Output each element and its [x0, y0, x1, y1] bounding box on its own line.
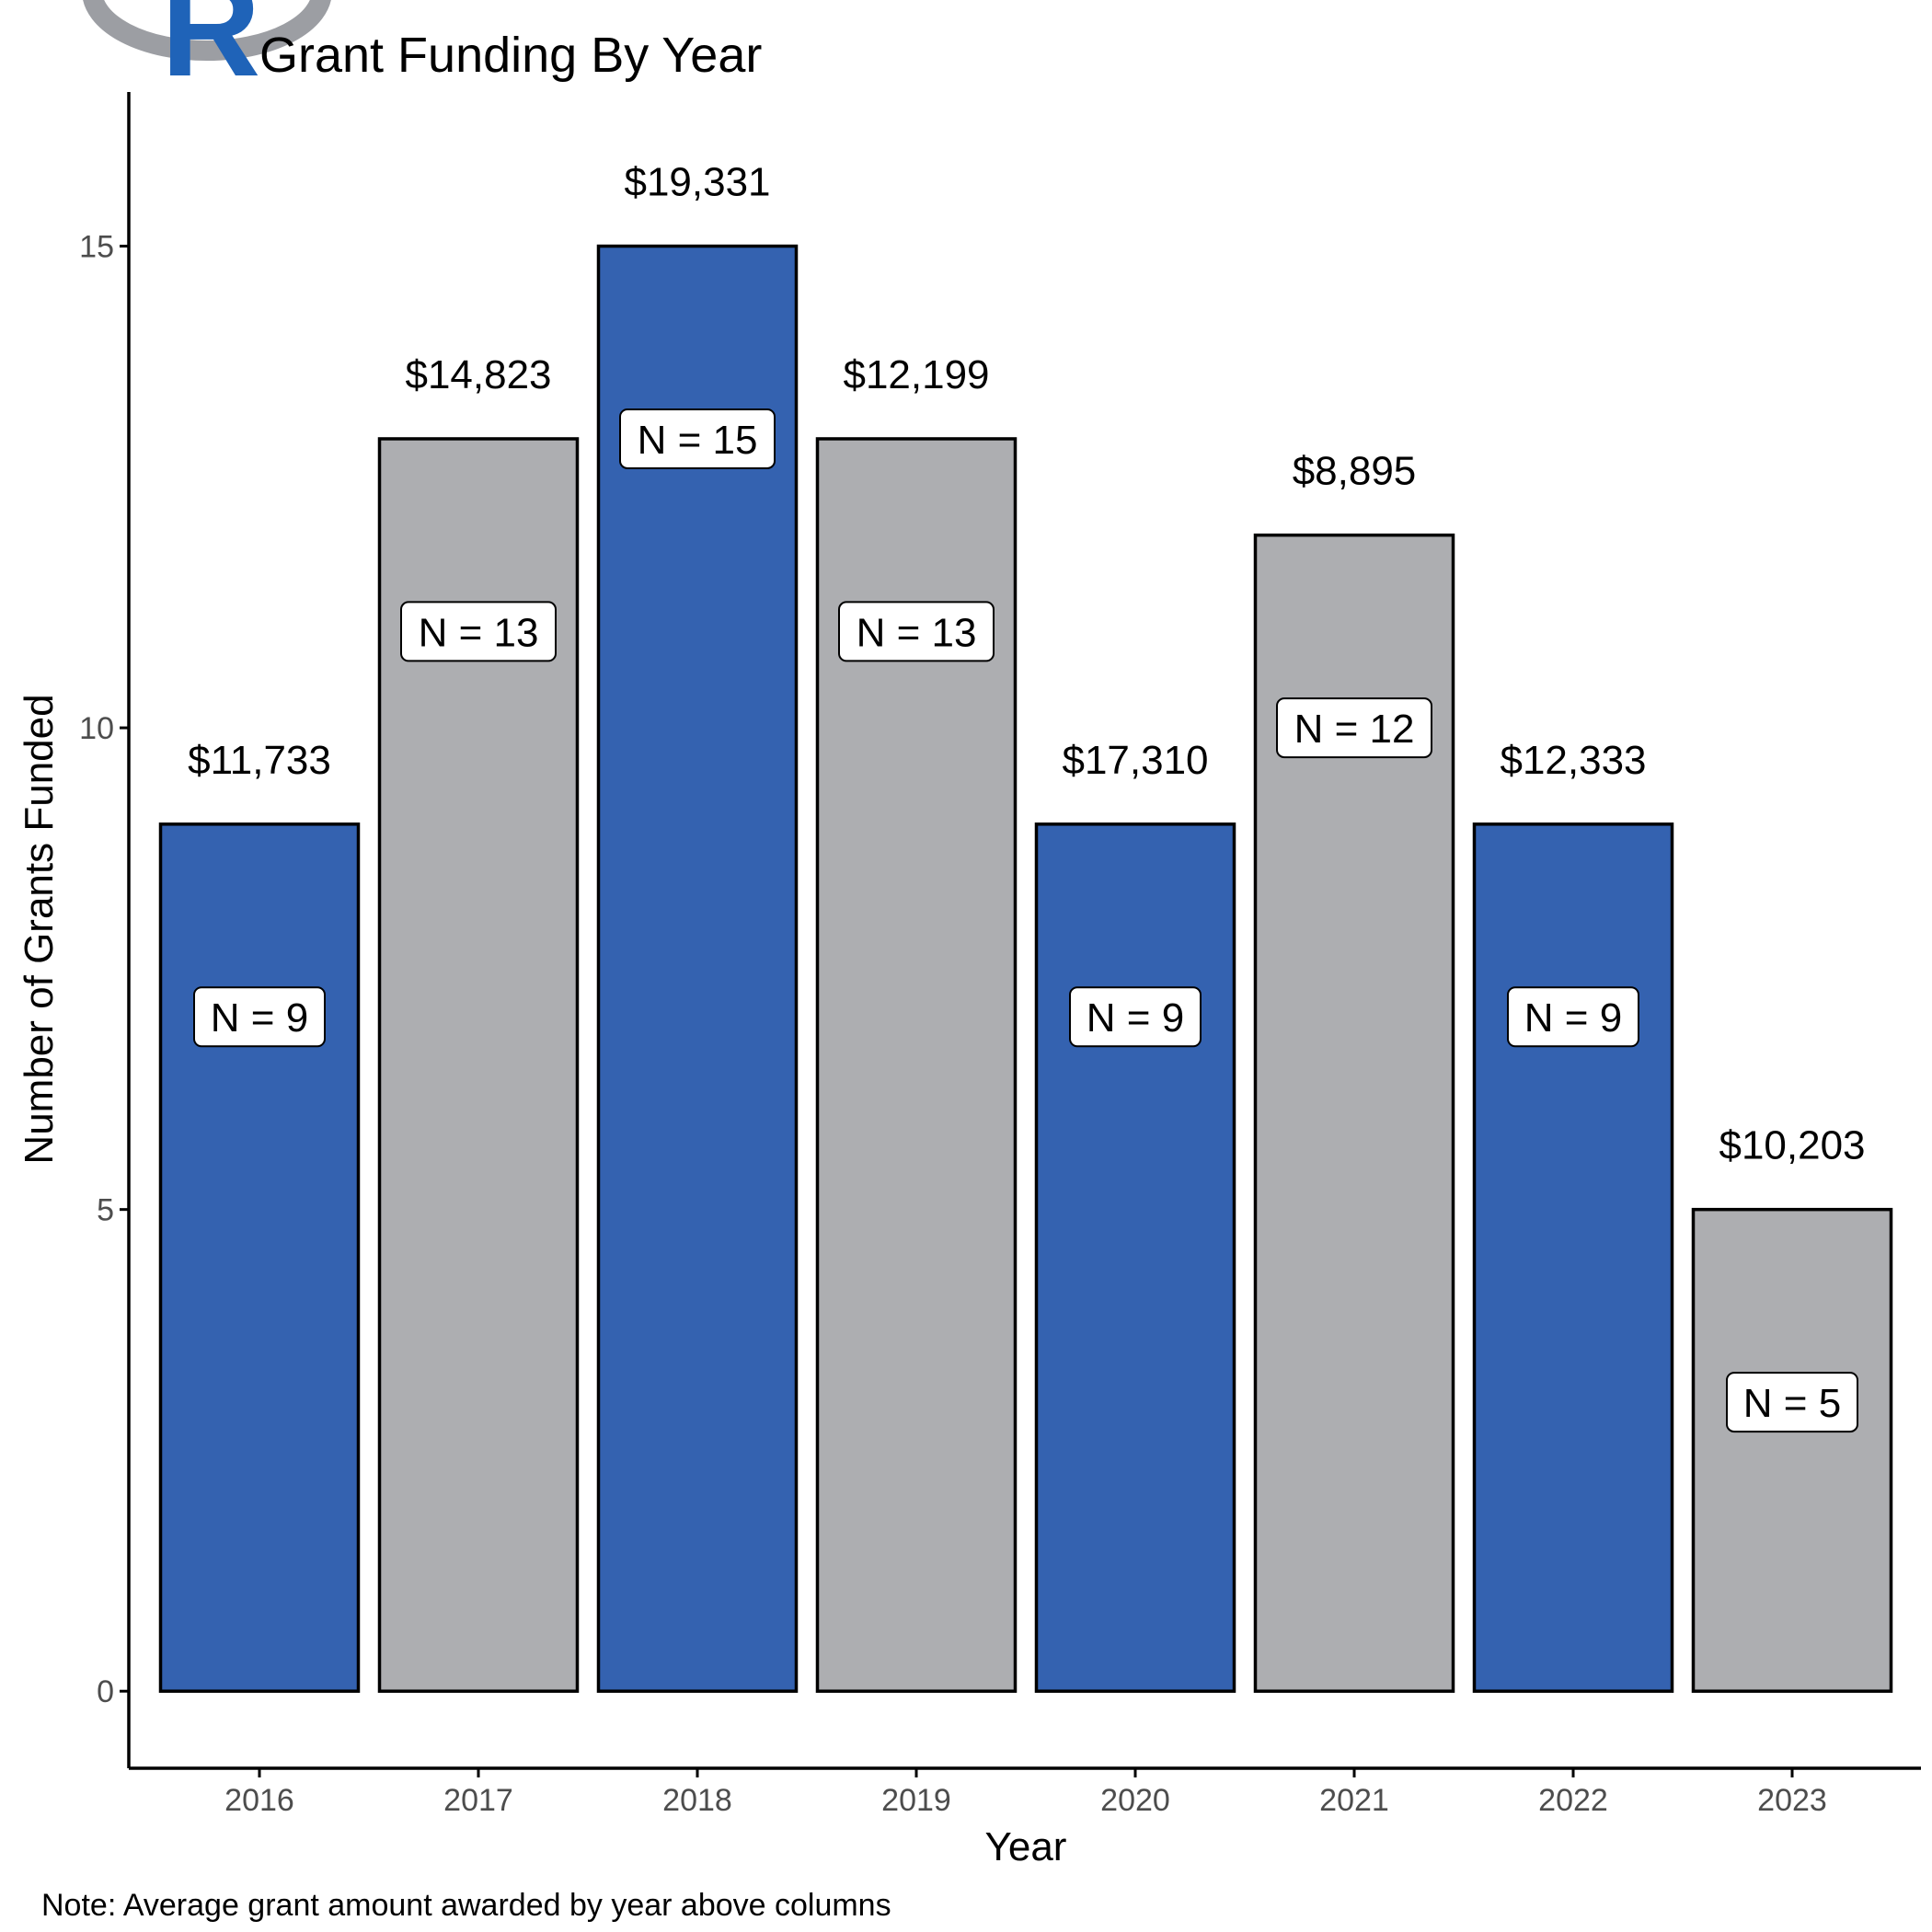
bar-2023 [1691, 1207, 1893, 1693]
amount-label: $12,333 [1500, 738, 1646, 783]
count-label: N = 13 [419, 610, 539, 655]
amount-label: $11,733 [188, 738, 331, 783]
caption-note: Note: Average grant amount awarded by ye… [41, 1888, 891, 1923]
count-label-box [193, 986, 326, 1048]
bars [158, 244, 1893, 1693]
amount-label: $8,895 [1293, 449, 1417, 494]
r-logo-letter: R [161, 0, 260, 105]
bar-2022 [1472, 822, 1674, 1693]
x-tick-label: 2017 [443, 1783, 513, 1818]
count-label: N = 9 [211, 995, 308, 1041]
count-label-box [619, 408, 776, 469]
amount-label: $14,823 [405, 352, 551, 397]
count-label: N = 9 [1087, 995, 1184, 1041]
r-logo-ring [83, 0, 331, 61]
x-axis-ticks: 2016 2017 2018 2019 2020 2021 2022 2023 [224, 1768, 1827, 1818]
count-label: N = 15 [638, 418, 758, 463]
amount-label: $17,310 [1062, 738, 1208, 783]
bar-2018 [596, 244, 799, 1693]
x-axis-title: Year [985, 1824, 1067, 1869]
amount-label: $10,203 [1719, 1123, 1865, 1168]
x-tick-label: 2019 [881, 1783, 951, 1818]
count-label-box [1069, 986, 1202, 1048]
y-tick-label: 15 [79, 230, 114, 265]
count-label-box [1507, 986, 1639, 1048]
count-label: N = 5 [1743, 1381, 1841, 1426]
x-tick-label: 2016 [224, 1783, 294, 1818]
count-label: N = 9 [1524, 995, 1622, 1041]
count-label-box [1276, 697, 1432, 759]
count-label-box [400, 601, 557, 662]
plot-area: $11,733 N = 9 $14,823 N = 13 $19,331 N = 15 $1… [79, 92, 1921, 1818]
r-logo-icon: R [83, 0, 331, 105]
count-label-box [1726, 1372, 1858, 1433]
y-axis-ticks: 0 5 10 15 [79, 230, 129, 1709]
x-tick-label: 2020 [1100, 1783, 1170, 1818]
x-tick-label: 2018 [662, 1783, 732, 1818]
bar-2020 [1034, 822, 1236, 1693]
x-tick-label: 2023 [1757, 1783, 1827, 1818]
amount-label: $12,199 [843, 352, 989, 397]
y-tick-label: 0 [97, 1674, 114, 1709]
y-tick-label: 10 [79, 711, 114, 746]
bar-2016 [158, 822, 361, 1693]
chart-title: Grant Funding By Year [259, 28, 762, 83]
count-label-box [838, 601, 995, 662]
count-label: N = 12 [1294, 707, 1415, 752]
y-axis-title: Number of Grants Funded [17, 694, 62, 1164]
y-tick-label: 5 [97, 1193, 114, 1228]
count-label: N = 13 [857, 610, 977, 655]
x-tick-label: 2021 [1319, 1783, 1389, 1818]
amount-label: $19,331 [624, 160, 770, 205]
bar-labels: $11,733 N = 9 $14,823 N = 13 $19,331 N = 15 $1… [188, 160, 1866, 1433]
x-tick-label: 2022 [1538, 1783, 1608, 1818]
